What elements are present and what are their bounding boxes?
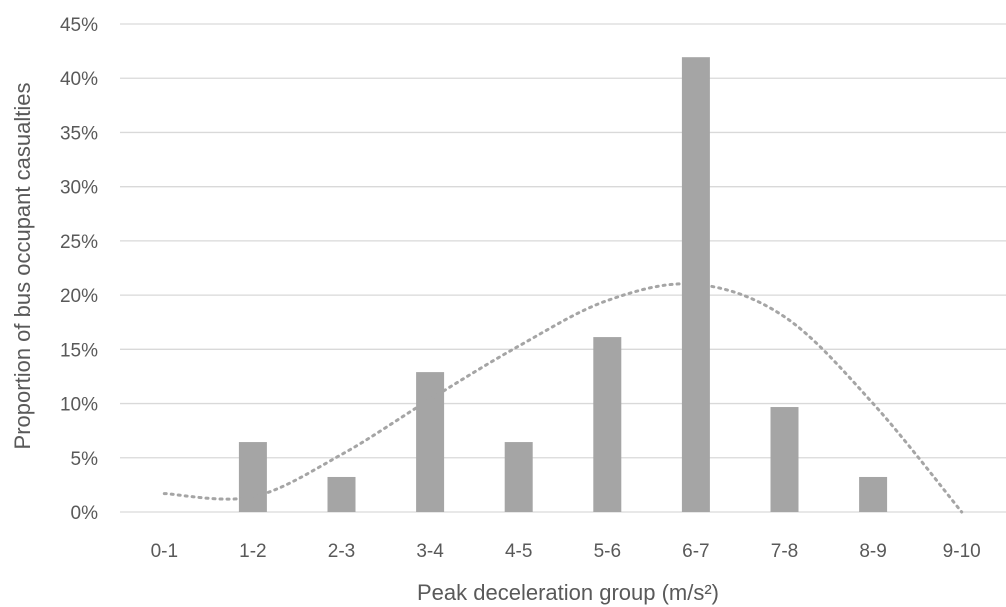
bar-1-2 [238,442,267,512]
x-tick-label: 3-4 [416,541,444,562]
bar-7-8 [770,407,799,512]
y-tick-label: 45% [60,15,98,36]
x-tick-label: 8-9 [859,541,886,562]
y-tick-label: 25% [60,232,98,253]
x-axis-title: Peak deceleration group (m/s²) [417,580,719,605]
x-tick-label: 0-1 [151,541,178,562]
x-axis-tick-labels: 0-1 1-2 2-3 3-4 4-5 5-6 6-7 7-8 8-9 9-10 [151,541,981,562]
x-tick-label: 2-3 [328,541,355,562]
y-tick-label: 35% [60,123,98,144]
bars [238,57,888,513]
x-tick-label: 9-10 [943,541,981,562]
bar-5-6 [593,337,622,512]
bar-4-5 [504,442,533,512]
x-tick-label: 7-8 [771,541,798,562]
bar-2-3 [327,476,356,512]
y-tick-label: 15% [60,340,98,361]
x-tick-label: 6-7 [682,541,709,562]
x-tick-label: 4-5 [505,541,532,562]
y-tick-label: 40% [60,69,98,90]
gridlines [120,23,1006,513]
y-axis-tick-labels: 0% 5% 10% 15% 20% 25% 30% 35% 40% 45% [60,15,98,524]
bar-8-9 [859,476,888,512]
y-tick-label: 5% [71,449,99,470]
y-tick-label: 10% [60,395,98,416]
trendline [162,282,964,514]
x-tick-label: 5-6 [594,541,621,562]
y-tick-label: 20% [60,286,98,307]
y-tick-label: 0% [71,503,99,524]
x-tick-label: 1-2 [239,541,266,562]
y-tick-label: 30% [60,178,98,199]
bar-3-4 [416,372,445,512]
y-axis-title: Proportion of bus occupant casualties [10,83,35,450]
